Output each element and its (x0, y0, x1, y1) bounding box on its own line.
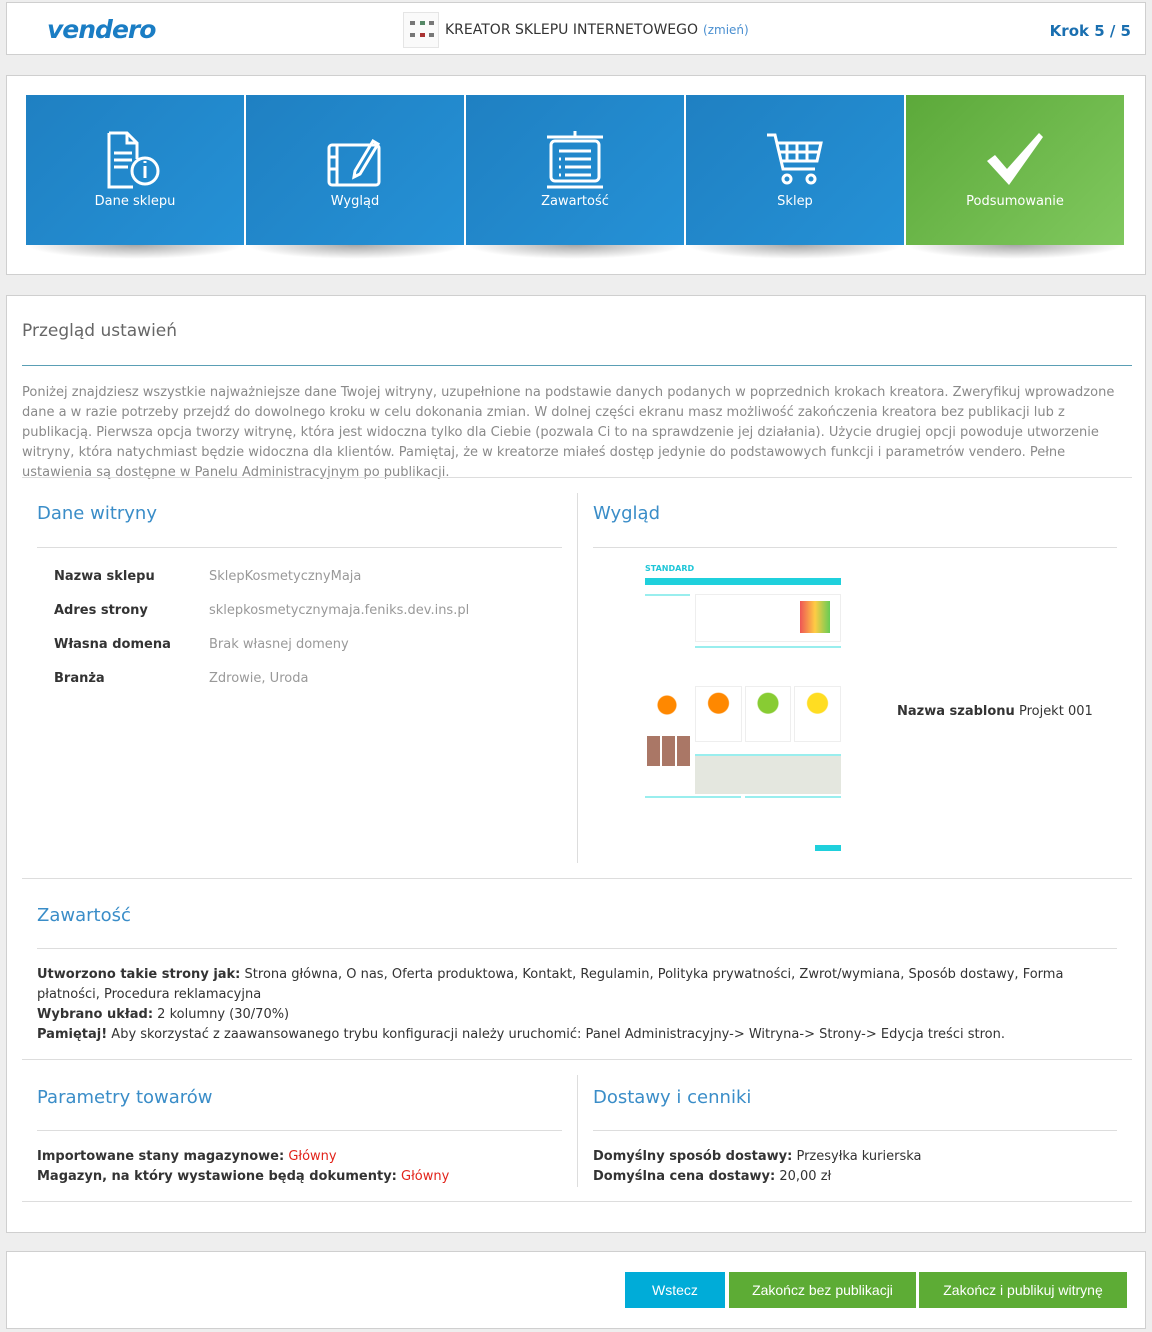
cart-icon (767, 133, 823, 185)
field-label: Nazwa sklepu (54, 569, 155, 584)
back-button[interactable]: Wstecz (625, 1272, 725, 1308)
footer-actions: Wstecz Zakończ bez publikacji Zakończ i … (6, 1251, 1146, 1329)
finish-and-publish-button[interactable]: Zakończ i publikuj witrynę (919, 1272, 1127, 1308)
template-thumbnail-icon (403, 12, 439, 48)
field-label: Branża (54, 671, 105, 686)
delivery-info: Domyślny sposób dostawy: Przesyłka kurie… (593, 1147, 1113, 1187)
content-list-icon (547, 131, 603, 189)
intro-text: Poniżej znajdziesz wszystkie najważniejs… (22, 385, 1115, 480)
section-title-site: Dane witryny (37, 503, 157, 524)
field-label: Własna domena (54, 637, 171, 652)
stock-label: Importowane stany magazynowe: (37, 1149, 285, 1164)
template-value: Projekt 001 (1018, 704, 1093, 719)
step-sklep[interactable]: Sklep (686, 95, 904, 245)
step-counter: Krok 5 / 5 (1049, 22, 1131, 40)
note-value: Aby skorzystać z zaawansowanego trybu ko… (111, 1027, 1005, 1042)
finish-without-publish-button[interactable]: Zakończ bez publikacji (729, 1272, 916, 1308)
stock-value: Główny (288, 1149, 337, 1164)
layout-value: 2 kolumny (30/70%) (157, 1007, 290, 1022)
step-label: Podsumowanie (966, 194, 1064, 209)
pages-label: Utworzono takie strony jak: (37, 967, 241, 982)
section-title-delivery: Dostawy i cenniki (593, 1087, 752, 1108)
step-dane-sklepu[interactable]: Dane sklepu (26, 95, 244, 245)
layout-label: Wybrano układ: (37, 1007, 154, 1022)
wizard-steps: Dane sklepu Wygląd Zawartość Sklep Podsu… (6, 75, 1146, 275)
note-label: Pamiętaj! (37, 1027, 108, 1042)
step-wyglad[interactable]: Wygląd (246, 95, 464, 245)
wizard-title: KREATOR SKLEPU INTERNETOWEGO (zmień) (403, 12, 749, 48)
step-zawartosc[interactable]: Zawartość (466, 95, 684, 245)
vendero-logo[interactable]: vendero (47, 15, 156, 44)
delivery-price-value: 20,00 zł (779, 1169, 832, 1184)
field-value: SklepKosmetycznyMaja (209, 569, 362, 584)
edit-pencil-icon (327, 138, 381, 187)
check-icon (987, 133, 1043, 185)
field-value: Zdrowie, Uroda (209, 671, 309, 686)
template-name: Nazwa szablonu Projekt 001 (897, 704, 1093, 719)
document-info-icon (107, 131, 160, 189)
delivery-price-label: Domyślna cena dostawy: (593, 1169, 776, 1184)
warehouse-label: Magazyn, na który wystawione będą dokume… (37, 1169, 397, 1184)
header-bar: vendero KREATOR SKLEPU INTERNETOWEGO (zm… (6, 2, 1146, 55)
warehouse-value: Główny (401, 1169, 450, 1184)
page-title: Przegląd ustawień (22, 321, 178, 341)
delivery-method-value: Przesyłka kurierska (796, 1149, 922, 1164)
settings-review: Przegląd ustawień Poniżej znajdziesz wsz… (6, 295, 1146, 1233)
field-value: Brak własnej domeny (209, 637, 349, 652)
section-title-look: Wygląd (593, 503, 661, 524)
section-title-products: Parametry towarów (37, 1087, 213, 1108)
template-preview-image: STANDARD (645, 564, 842, 856)
section-title-content: Zawartość (37, 905, 131, 926)
field-value: sklepkosmetycznymaja.feniks.dev.ins.pl (209, 603, 470, 618)
pages-info: Utworzono takie strony jak: Strona główn… (37, 965, 1097, 1045)
step-label: Dane sklepu (94, 194, 176, 209)
pages-value: Strona główna, O nas, Oferta produktowa,… (37, 967, 1064, 1002)
step-podsumowanie[interactable]: Podsumowanie (906, 95, 1124, 245)
field-label: Adres strony (54, 603, 148, 618)
delivery-method-label: Domyślny sposób dostawy: (593, 1149, 793, 1164)
wizard-title-text: KREATOR SKLEPU INTERNETOWEGO (445, 22, 699, 38)
template-label: Nazwa szablonu (897, 704, 1015, 719)
step-label: Zawartość (541, 194, 609, 209)
products-info: Importowane stany magazynowe: Główny Maga… (37, 1147, 557, 1187)
step-label: Sklep (777, 194, 813, 209)
step-label: Wygląd (330, 194, 380, 209)
change-link[interactable]: (zmień) (703, 23, 749, 37)
preview-logo: STANDARD (645, 564, 695, 573)
